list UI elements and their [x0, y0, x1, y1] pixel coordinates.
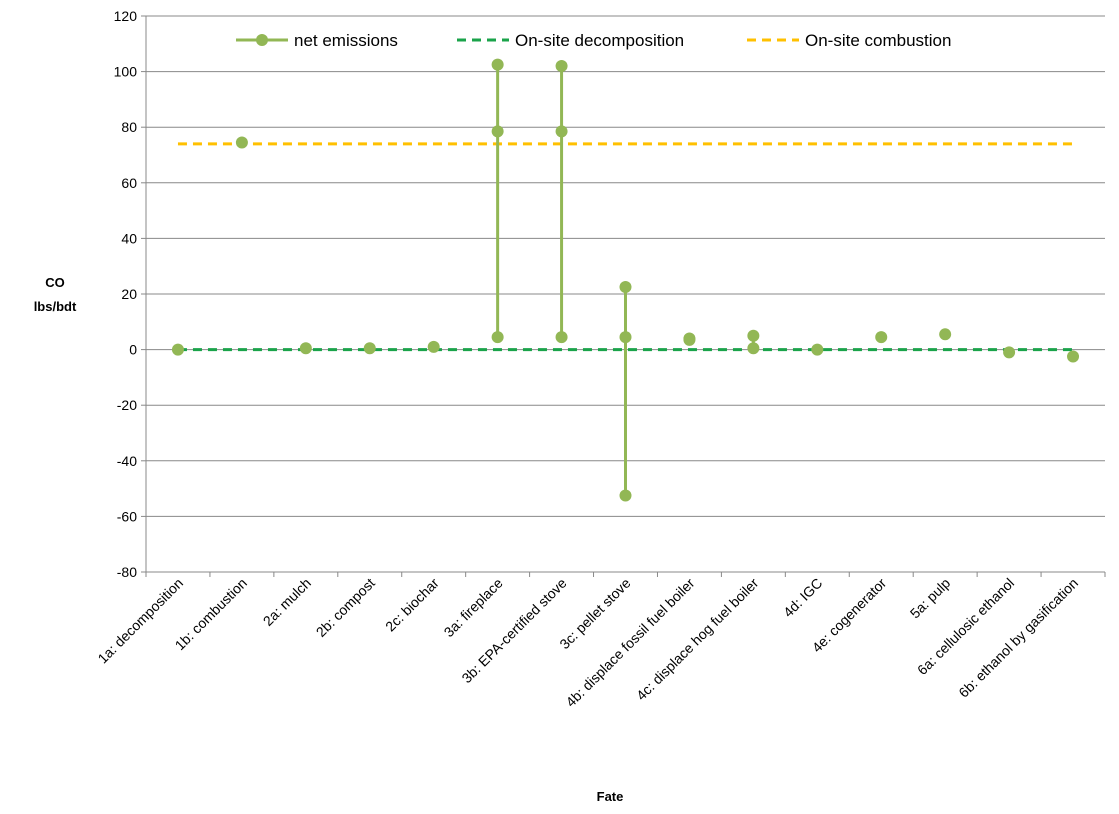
x-tick-label: 4d: IGC: [780, 575, 825, 620]
x-tick-label: 2b: compost: [313, 575, 378, 640]
net-emissions-point: [1003, 346, 1016, 359]
net-emissions-point: [683, 332, 696, 345]
net-emissions-point: [555, 125, 568, 138]
y-axis-title-line2: lbs/bdt: [34, 299, 77, 314]
net-emissions-point: [939, 328, 952, 341]
axes: [141, 15, 1106, 577]
x-tick-label: 4c: displace hog fuel boiler: [633, 575, 762, 704]
legend-on-site-decomposition-label: On-site decomposition: [515, 31, 684, 50]
net-emissions-point: [811, 343, 824, 356]
y-tick-label: 120: [114, 8, 138, 24]
net-emissions-point: [491, 58, 504, 71]
y-tick-label: 40: [121, 230, 137, 246]
legend-net-emissions-marker: [256, 34, 268, 46]
legend: net emissions On-site decomposition On-sit…: [236, 31, 951, 50]
y-tick-label: 100: [114, 64, 138, 80]
x-tick-label: 5a: pulp: [907, 575, 954, 622]
net-emissions-point: [299, 342, 312, 355]
x-axis-title: Fate: [597, 789, 624, 804]
net-emissions-point: [619, 281, 632, 294]
net-emissions-point: [555, 60, 568, 73]
y-tick-label: -80: [117, 564, 137, 580]
net-emissions-point: [491, 125, 504, 138]
x-tick-label: 1a: decomposition: [94, 575, 186, 667]
legend-on-site-combustion-label: On-site combustion: [805, 31, 951, 50]
x-tick-label: 3b: EPA-certified stove: [458, 575, 569, 686]
net-emissions-point: [555, 331, 568, 344]
x-tick-label: 6b: ethanol by gasification: [955, 575, 1081, 701]
y-tick-labels: -80 -60 -40 -20 0 20 40 60 80 100 120: [114, 8, 138, 580]
net-emissions-point: [427, 340, 440, 353]
legend-net-emissions-label: net emissions: [294, 31, 398, 50]
net-emissions-point: [747, 329, 760, 342]
y-axis-title-line1: CO: [45, 275, 65, 290]
y-tick-label: 80: [121, 119, 137, 135]
net-emissions-point: [747, 342, 760, 355]
x-tick-label: 3a: fireplace: [441, 575, 506, 640]
net-emissions-point: [171, 343, 184, 356]
net-emissions-point: [235, 136, 248, 149]
y-tick-label: -20: [117, 397, 137, 413]
net-emissions-point: [1067, 350, 1080, 363]
y-tick-label: 0: [129, 342, 137, 358]
net-emissions-point: [619, 489, 632, 502]
y-tick-label: 20: [121, 286, 137, 302]
net-emissions-point: [619, 331, 632, 344]
x-tick-label: 2a: mulch: [260, 575, 314, 629]
y-tick-label: -40: [117, 453, 137, 469]
y-tick-label: -60: [117, 508, 137, 524]
net-emissions-point: [875, 331, 888, 344]
x-tick-label: 2c: biochar: [382, 575, 442, 635]
x-tick-label: 4b: displace fossil fuel boiler: [562, 575, 697, 710]
net-emissions-point: [363, 342, 376, 355]
net-emissions-series: [171, 58, 1080, 502]
net-emissions-point: [491, 331, 504, 344]
y-tick-label: 60: [121, 175, 137, 191]
